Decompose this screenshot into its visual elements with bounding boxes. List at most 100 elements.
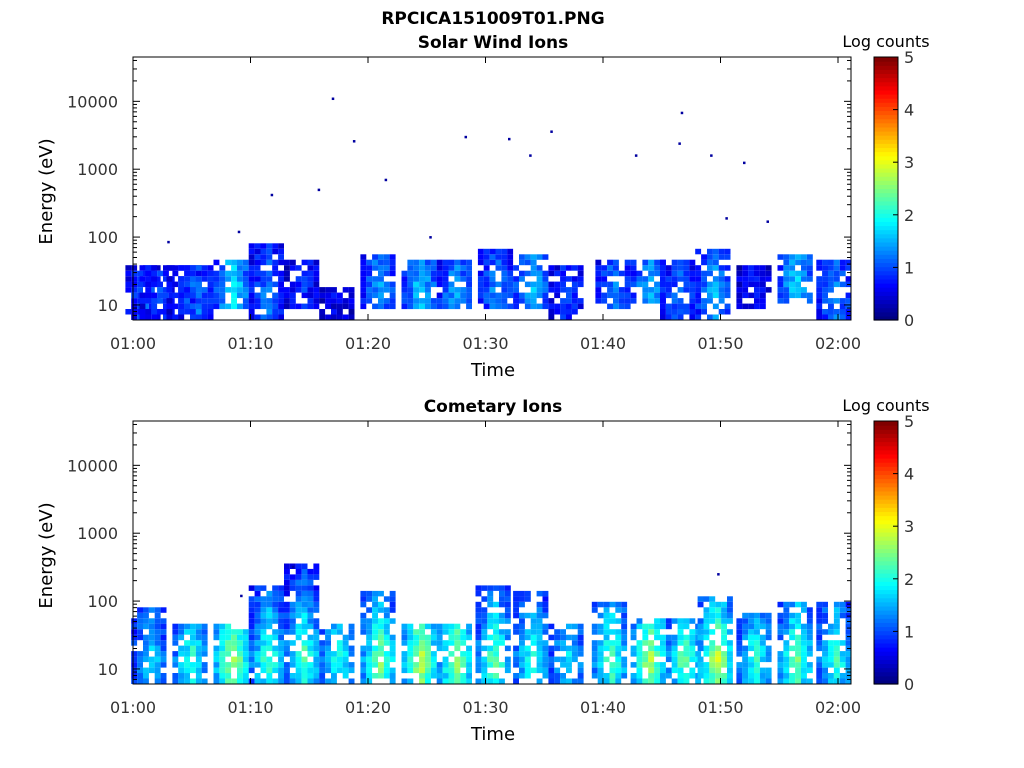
spectrogram-cell: [839, 259, 846, 266]
spectrogram-cell: [272, 618, 279, 624]
spectrogram-cell: [493, 585, 499, 591]
spectrogram-cell: [325, 645, 331, 652]
spectrogram-cell: [301, 618, 308, 624]
spectrogram-cell: [554, 640, 561, 646]
spectrogram-cell: [348, 309, 355, 315]
spectrogram-cell: [828, 656, 834, 663]
spectrogram-cell: [689, 314, 696, 320]
spectrogram-cell: [748, 265, 754, 271]
spectrogram-cell: [603, 612, 610, 619]
colorbar-step: [874, 466, 898, 471]
data-point: [237, 230, 241, 234]
colorbar-step: [874, 445, 898, 451]
spectrogram-cell: [783, 265, 790, 271]
spectrogram-cell: [571, 281, 578, 288]
spectrogram-cell: [331, 678, 337, 684]
spectrogram-cell: [284, 673, 290, 679]
colorbar-step: [874, 295, 898, 301]
spectrogram-cell: [284, 276, 290, 282]
spectrogram-cell: [178, 265, 185, 271]
spectrogram-cell: [630, 623, 637, 630]
spectrogram-cell: [689, 673, 696, 679]
spectrogram-cell: [242, 667, 249, 674]
colorbar-step: [874, 626, 898, 632]
spectrogram-cell: [816, 667, 823, 674]
spectrogram-cell: [524, 662, 531, 668]
spectrogram-cell: [248, 640, 255, 646]
spectrogram-cell: [683, 287, 690, 293]
spectrogram-cell: [513, 276, 519, 282]
spectrogram-cell: [378, 276, 384, 282]
spectrogram-cell: [160, 673, 167, 679]
spectrogram-cell: [707, 248, 713, 255]
spectrogram-cell: [272, 634, 279, 641]
spectrogram-cell: [284, 667, 290, 674]
spectrogram-cell: [419, 667, 425, 674]
colorbar-step: [874, 73, 898, 79]
spectrogram-cell: [266, 590, 273, 597]
spectrogram-cell: [806, 640, 813, 646]
spectrogram-cell: [577, 673, 584, 679]
spectrogram-cell: [219, 265, 226, 271]
spectrogram-cell: [166, 281, 173, 288]
spectrogram-cell: [536, 629, 543, 635]
spectrogram-cell: [642, 292, 649, 299]
spectrogram-cell: [195, 276, 202, 282]
spectrogram-cell: [736, 270, 743, 277]
spectrogram-cell: [307, 585, 314, 591]
spectrogram-cell: [231, 656, 237, 663]
colorbar-step: [874, 291, 898, 296]
spectrogram-cell: [272, 259, 279, 266]
spectrogram-cell: [822, 662, 828, 668]
burst: [475, 585, 511, 684]
spectrogram-cell: [254, 673, 261, 679]
spectrogram-cell: [413, 276, 420, 282]
spectrogram-cell: [151, 314, 158, 320]
spectrogram-cell: [260, 645, 267, 652]
spectrogram-cell: [765, 629, 772, 635]
spectrogram-cell: [660, 640, 666, 646]
spectrogram-cell: [801, 667, 807, 674]
spectrogram-cell: [519, 292, 525, 299]
spectrogram-cell: [648, 623, 655, 630]
spectrogram-cell: [201, 678, 208, 684]
spectrogram-cell: [225, 303, 232, 310]
spectrogram-cell: [430, 270, 437, 277]
spectrogram-cell: [822, 607, 828, 613]
spectrogram-cell: [677, 265, 684, 271]
spectrogram-cell: [401, 656, 408, 663]
x-tick-label: 01:40: [580, 698, 626, 717]
spectrogram-cell: [689, 645, 696, 652]
colorbar-tick-label: 3: [904, 517, 914, 536]
spectrogram-cell: [231, 276, 237, 282]
spectrogram-cell: [254, 265, 261, 271]
spectrogram-cell: [530, 287, 537, 293]
spectrogram-cell: [260, 281, 267, 288]
spectrogram-cell: [313, 607, 320, 613]
spectrogram-cell: [137, 678, 143, 684]
spectrogram-cell: [621, 607, 628, 613]
spectrogram-cell: [504, 596, 511, 602]
spectrogram-cell: [789, 662, 796, 668]
spectrogram-cell: [609, 678, 616, 684]
spectrogram-cell: [597, 601, 604, 608]
spectrogram-cell: [307, 662, 314, 668]
spectrogram-cell: [697, 601, 704, 608]
burst: [436, 623, 472, 684]
spectrogram-cell: [360, 612, 367, 619]
spectrogram-cell: [401, 276, 408, 282]
spectrogram-cell: [519, 254, 525, 260]
spectrogram-cell: [801, 270, 807, 277]
spectrogram-cell: [707, 254, 713, 260]
spectrogram-cell: [430, 259, 437, 266]
colorbar-step: [874, 147, 898, 153]
spectrogram-cell: [548, 667, 555, 674]
spectrogram-cell: [683, 265, 690, 271]
colorbar-step: [874, 229, 898, 235]
spectrogram-cell: [407, 623, 414, 630]
spectrogram-cell: [542, 270, 549, 277]
spectrogram-cell: [348, 667, 355, 674]
spectrogram-cell: [436, 667, 443, 674]
spectrogram-cell: [833, 281, 840, 288]
spectrogram-cell: [284, 607, 290, 613]
